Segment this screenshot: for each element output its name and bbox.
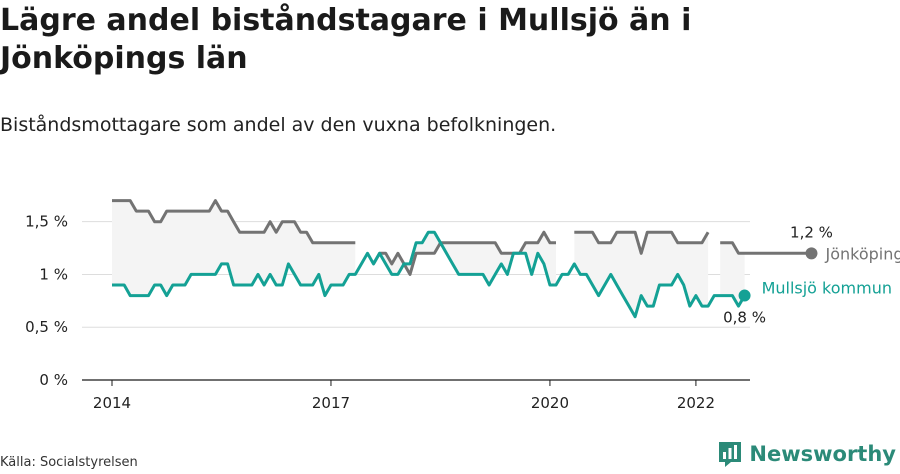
x-tick-label: 2022 [677, 394, 715, 412]
chart-subtitle: Biståndsmottagare som andel av den vuxna… [0, 114, 557, 136]
y-tick-label: 1,5 % [25, 213, 68, 231]
end-marker-jonkopings-lan [805, 247, 818, 260]
end-marker-mullsjo-kommun [738, 289, 751, 302]
brand-logo: Newsworthy [717, 440, 896, 468]
source-note: Källa: Socialstyrelsen [0, 455, 138, 470]
gap-band [574, 232, 709, 317]
chart-title: Lägre andel biståndstagare i Mullsjö än … [0, 3, 692, 76]
gap-band [720, 242, 745, 307]
y-tick-label: 0,5 % [25, 318, 68, 336]
end-value-mullsjo-kommun: 0,8 % [723, 309, 766, 327]
x-tick-label: 2020 [531, 394, 569, 412]
y-tick-label: 1 % [39, 265, 68, 283]
gap-band [373, 232, 556, 285]
x-tick-label: 2017 [312, 394, 350, 412]
brand-name: Newsworthy [749, 442, 896, 466]
series-label-jonkopings-lan: Jönköpings län [824, 244, 900, 263]
series-line-mullsjo-kommun [112, 230, 746, 319]
series-label-mullsjo-kommun: Mullsjö kommun [762, 279, 892, 298]
x-tick-label: 2014 [93, 394, 131, 412]
series-line-jonkopings-lan [112, 199, 812, 276]
newsworthy-logo-icon [719, 442, 742, 467]
end-value-jonkopings-lan: 1,2 % [790, 223, 833, 241]
y-tick-label: 0 % [39, 371, 68, 389]
